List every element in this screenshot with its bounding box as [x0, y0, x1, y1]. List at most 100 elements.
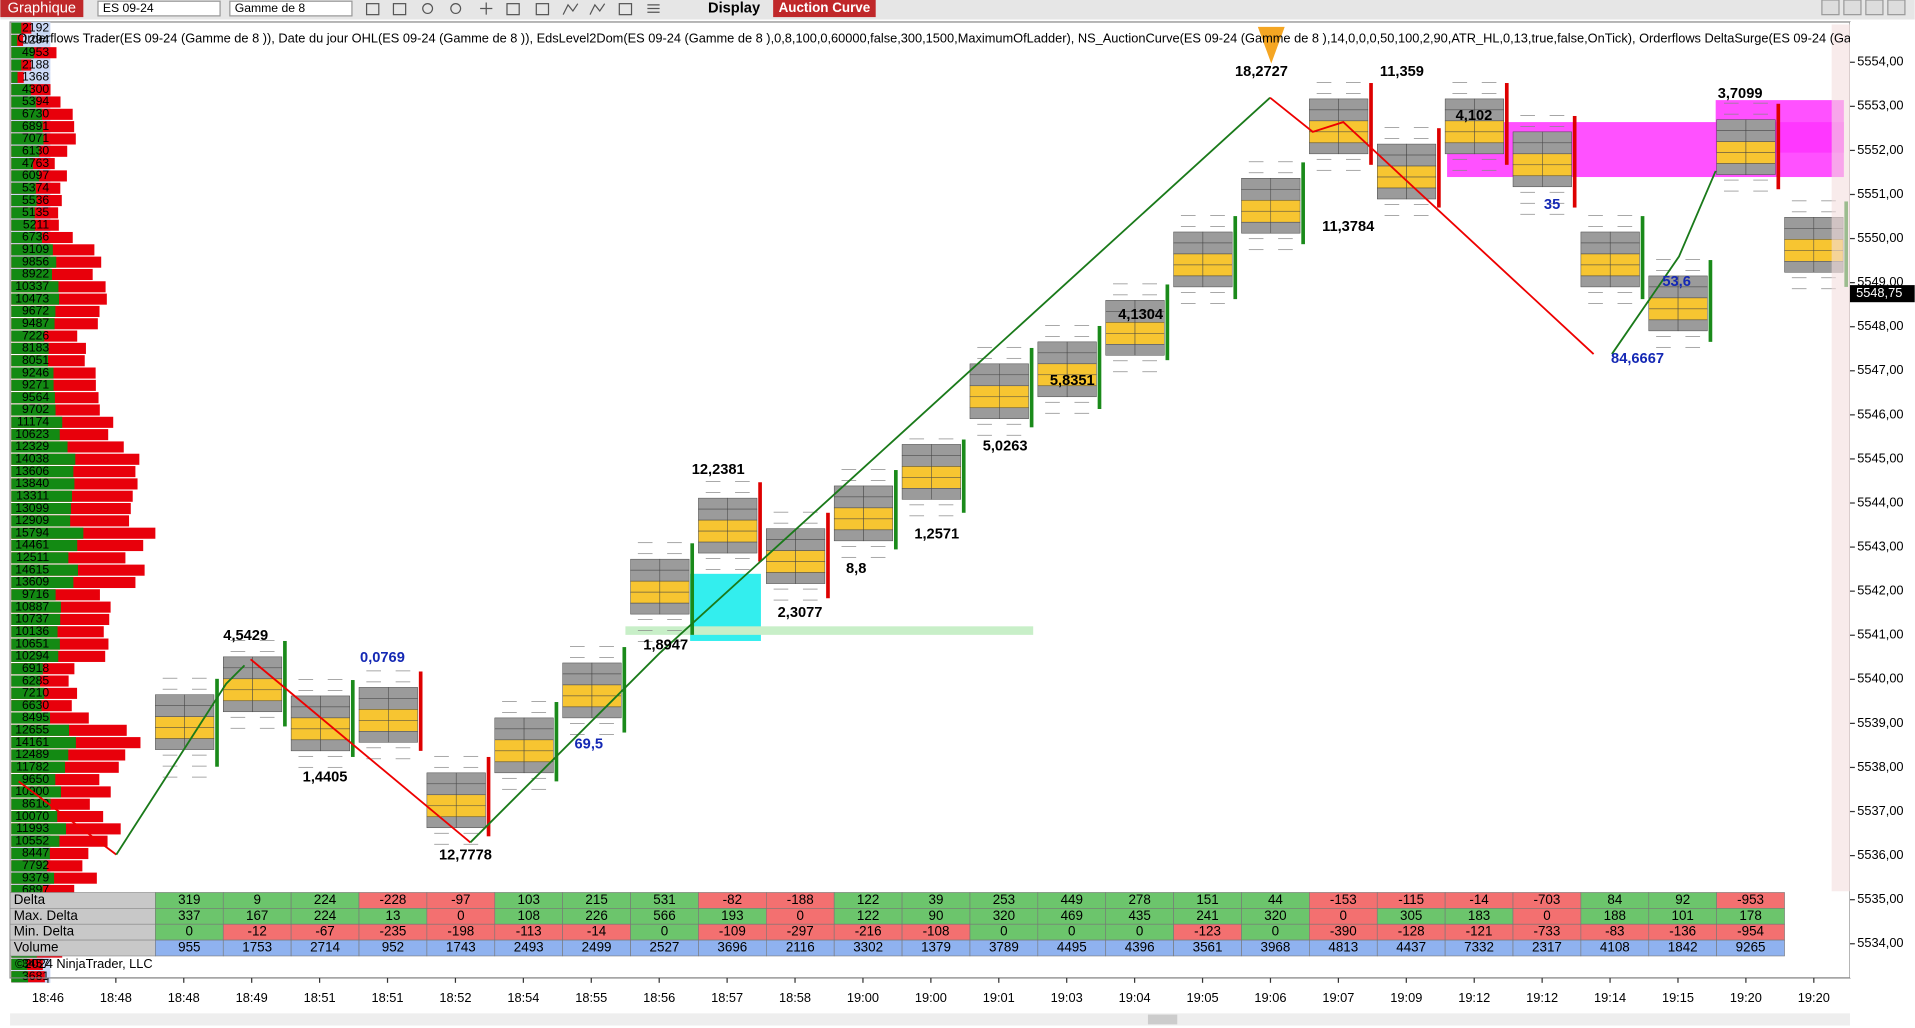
tool-icon[interactable] [365, 3, 380, 16]
tool-icon[interactable] [422, 3, 434, 15]
profile-bar-buy [11, 798, 51, 810]
level-zone [625, 626, 1034, 635]
footprint-cell [155, 694, 185, 706]
profile-value: 7226 [22, 328, 49, 342]
profile-value: 10294 [15, 649, 49, 663]
stats-value: -954 [1737, 924, 1764, 939]
stats-value: -198 [447, 924, 474, 939]
candle [1165, 284, 1170, 361]
profile-value: 2188 [22, 57, 49, 71]
candle [690, 543, 695, 635]
footprint-cell [358, 731, 389, 743]
profile-value: 6285 [22, 673, 49, 687]
footprint-cell [1173, 242, 1204, 255]
period-select[interactable] [229, 0, 353, 17]
price-tick-label: 5538,00 [1857, 759, 1903, 774]
stats-value: 319 [178, 892, 200, 907]
window-button[interactable] [1821, 0, 1840, 16]
profile-bar-buy [11, 207, 35, 219]
arrow-marker [1257, 26, 1285, 64]
tool-icon[interactable] [589, 3, 606, 15]
profile-bar [11, 700, 72, 712]
price-tick-label: 5534,00 [1857, 935, 1903, 950]
price-tick-label: 5545,00 [1857, 450, 1903, 465]
stats-value: 2499 [582, 940, 612, 955]
stats-value: -228 [380, 892, 407, 907]
tool-icon[interactable] [647, 4, 660, 13]
footprint-cell [1716, 152, 1747, 164]
indicator-list: Orderflows Trader(ES 09-24 (Gamme de 8 )… [17, 30, 1879, 45]
footprint-cell [358, 698, 389, 710]
candle [826, 512, 830, 599]
profile-bar-buy [11, 761, 66, 773]
footprint-cell [1542, 175, 1572, 188]
tool-icon[interactable] [480, 2, 493, 15]
candle [1640, 216, 1645, 300]
footprint-cell [184, 738, 215, 750]
instrument-select[interactable] [97, 0, 221, 17]
window-button[interactable] [1843, 0, 1862, 16]
profile-bar-buy [11, 305, 56, 317]
annotation: 12,2381 [692, 462, 745, 478]
tool-icon[interactable] [535, 3, 550, 16]
stats-value: 188 [1604, 908, 1626, 923]
footprint-cell [1609, 275, 1640, 288]
menu-button[interactable] [0, 0, 84, 18]
profile-value: 10473 [15, 291, 49, 305]
display-button[interactable]: Display [708, 0, 761, 16]
stats-value: -123 [1194, 924, 1221, 939]
scroll-thumb[interactable] [1147, 1014, 1178, 1025]
footprint-cell [1241, 188, 1272, 201]
profile-value: 8183 [22, 341, 49, 355]
stats-value: 2714 [310, 940, 340, 955]
footprint-cell [1241, 199, 1272, 212]
auction-curve-button[interactable] [773, 0, 876, 18]
footprint-cell [1784, 250, 1815, 262]
stats-value: -390 [1330, 924, 1357, 939]
profile-bar-buy [11, 231, 43, 244]
price-axis-ticks: 5554,005553,005552,005551,005550,005549,… [1849, 54, 1915, 950]
annotation: 0,0769 [360, 650, 405, 666]
tool-icon[interactable] [392, 3, 407, 16]
footprint-cell [727, 530, 758, 543]
tool-icon[interactable] [450, 3, 462, 15]
footprint-cell [727, 508, 758, 521]
footprint-cell [591, 673, 622, 686]
profile-value: 14461 [15, 538, 49, 552]
annotation: 18,2727 [1235, 64, 1288, 80]
footprint-cell [562, 695, 593, 708]
candle [1233, 216, 1238, 300]
tool-icon[interactable] [618, 3, 633, 16]
footprint-cell [455, 772, 486, 785]
footprint-cell [795, 572, 826, 584]
stats-value: 122 [857, 908, 879, 923]
footprint-cell [999, 374, 1029, 387]
footprint-cell [727, 497, 758, 510]
profile-bar-buy [11, 318, 55, 330]
tool-icon[interactable] [562, 3, 579, 15]
window-button[interactable] [1865, 0, 1884, 16]
window-button[interactable] [1887, 0, 1906, 16]
price-tick-label: 5536,00 [1857, 847, 1903, 862]
profile-bar [11, 170, 67, 182]
scrollbar[interactable] [10, 1013, 1850, 1026]
stats-value: 44 [1268, 892, 1283, 907]
footprint-cell [494, 728, 525, 741]
profile-bar-buy [11, 379, 54, 391]
stats-value: 224 [314, 908, 337, 923]
stats-value: 241 [1196, 908, 1218, 923]
footprint-cell [426, 794, 457, 807]
auction-curve [1611, 170, 1717, 355]
footprint-cell [1609, 242, 1640, 255]
footprint-cell [494, 717, 525, 730]
footprint-cell [523, 717, 554, 730]
candle [283, 640, 287, 727]
annotation: 11,3784 [1322, 219, 1375, 235]
stats-value: -733 [1534, 924, 1561, 939]
footprint-cell [1677, 308, 1708, 321]
footprint-cell [290, 728, 321, 741]
tool-icon[interactable] [506, 3, 520, 16]
footprint-cell [1512, 175, 1543, 188]
profile-value: 5374 [22, 180, 49, 194]
